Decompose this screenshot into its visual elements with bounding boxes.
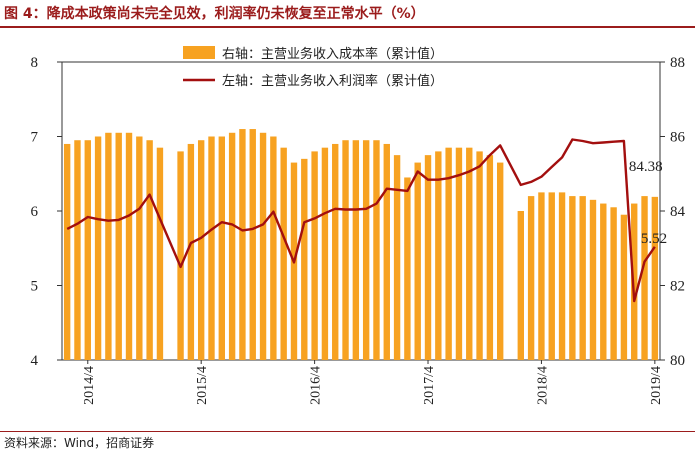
bar-2015/4: [197, 140, 205, 360]
left-tick-label: 8: [31, 55, 39, 71]
bar-2014/10: [146, 140, 153, 360]
bar-2016/3: [301, 158, 308, 360]
right-tick-label: 86: [670, 130, 686, 146]
bar-2016/8: [352, 140, 360, 360]
bar-2014/8: [125, 132, 133, 360]
bar-2015/12: [280, 147, 287, 360]
x-tick-label: 2018/4: [535, 366, 550, 405]
bar-2015/6: [218, 136, 225, 360]
bar-2017/4: [424, 155, 432, 361]
bar-2018/6: [558, 192, 566, 361]
x-tick-label: 2014/4: [82, 366, 97, 405]
bar-2014/9: [136, 136, 143, 360]
legend-bar-label: 右轴：主营业务收入成本率（累计值）: [222, 46, 443, 62]
bar-2015/7: [228, 132, 236, 360]
bar-2018/5: [548, 192, 555, 361]
right-tick-label: 88: [670, 55, 685, 71]
bar-2018/3: [527, 196, 535, 360]
bar-2016/7: [342, 140, 349, 360]
bar-2017/10: [486, 155, 494, 361]
footer-divider: [0, 431, 695, 432]
bar-2014/11: [156, 147, 164, 360]
bar-2017/11: [496, 162, 504, 360]
bar-2014/5: [94, 136, 102, 360]
line-last-value-label: 5.52: [641, 231, 667, 247]
bar-2015/9: [249, 129, 256, 360]
left-tick-label: 7: [31, 130, 39, 146]
bar-2018/7: [569, 196, 576, 360]
profit-margin-series: [66, 138, 656, 303]
bar-2014/6: [105, 132, 112, 360]
title-divider: [0, 26, 695, 28]
bar-2016/12: [393, 155, 401, 361]
bar-2017/7: [455, 147, 463, 360]
x-tick-label: 2017/4: [422, 366, 437, 405]
legend-line-label: 左轴：主营业务收入利润率（累计值）: [222, 73, 443, 89]
bar-2018/10: [600, 203, 607, 360]
bar-2018/9: [589, 199, 597, 360]
bar-2016/4: [311, 151, 318, 360]
bar-2016/5: [321, 147, 329, 360]
bar-2015/5: [208, 136, 215, 360]
bar-2015/8: [239, 129, 246, 360]
bar-2016/11: [383, 143, 390, 360]
left-tick-label: 6: [31, 204, 39, 220]
bar-2019/3: [641, 196, 648, 360]
x-tick-label: 2016/4: [309, 366, 324, 405]
right-tick-label: 80: [670, 353, 685, 369]
bar-2015/11: [270, 136, 277, 360]
bar-2018/11: [610, 207, 617, 360]
bar-2018/4: [538, 192, 545, 361]
bar-2018/12: [620, 214, 628, 360]
bar-2014/7: [115, 132, 122, 360]
right-tick-label: 82: [670, 279, 685, 295]
bar-2019/2: [631, 203, 638, 360]
bar-2017/6: [445, 147, 452, 360]
annotations: 84.38 5.52: [629, 159, 667, 247]
bar-2017/9: [476, 151, 483, 360]
bar-2019/4: [651, 196, 659, 360]
bar-2015/3: [187, 143, 195, 360]
source-note: 资料来源：Wind，招商证券: [4, 436, 155, 450]
bar-2017/3: [414, 162, 421, 360]
bar-2014/3: [74, 140, 81, 360]
bar-2018/8: [579, 196, 586, 360]
profit-margin-line: [66, 138, 656, 303]
bar-2017/8: [466, 147, 473, 360]
left-tick-label: 5: [31, 279, 39, 295]
x-tick-label: 2015/4: [195, 366, 210, 405]
bar-2018/2: [517, 211, 524, 360]
right-tick-label: 84: [670, 204, 686, 220]
left-tick-label: 4: [31, 353, 39, 369]
bar-2016/6: [332, 143, 339, 360]
bar-2014/2: [63, 143, 71, 360]
bar-2014/4: [84, 140, 91, 360]
bar-2015/2: [177, 151, 184, 360]
cost-ratio-bars: [63, 129, 659, 361]
bar-2017/2: [404, 177, 411, 360]
bar-2016/10: [373, 140, 380, 360]
bar-2016/9: [362, 140, 370, 360]
legend-bar-swatch: [183, 46, 215, 59]
x-tick-label: 2019/4: [649, 366, 664, 405]
bar-last-value-label: 84.38: [629, 159, 663, 175]
chart-title: 图 4：降成本政策尚未完全见效，利润率仍未恢复至正常水平（%）: [4, 6, 425, 22]
bar-2017/5: [435, 151, 442, 360]
bar-2015/10: [259, 132, 267, 360]
legend: 右轴：主营业务收入成本率（累计值） 左轴：主营业务收入利润率（累计值）: [183, 46, 443, 89]
